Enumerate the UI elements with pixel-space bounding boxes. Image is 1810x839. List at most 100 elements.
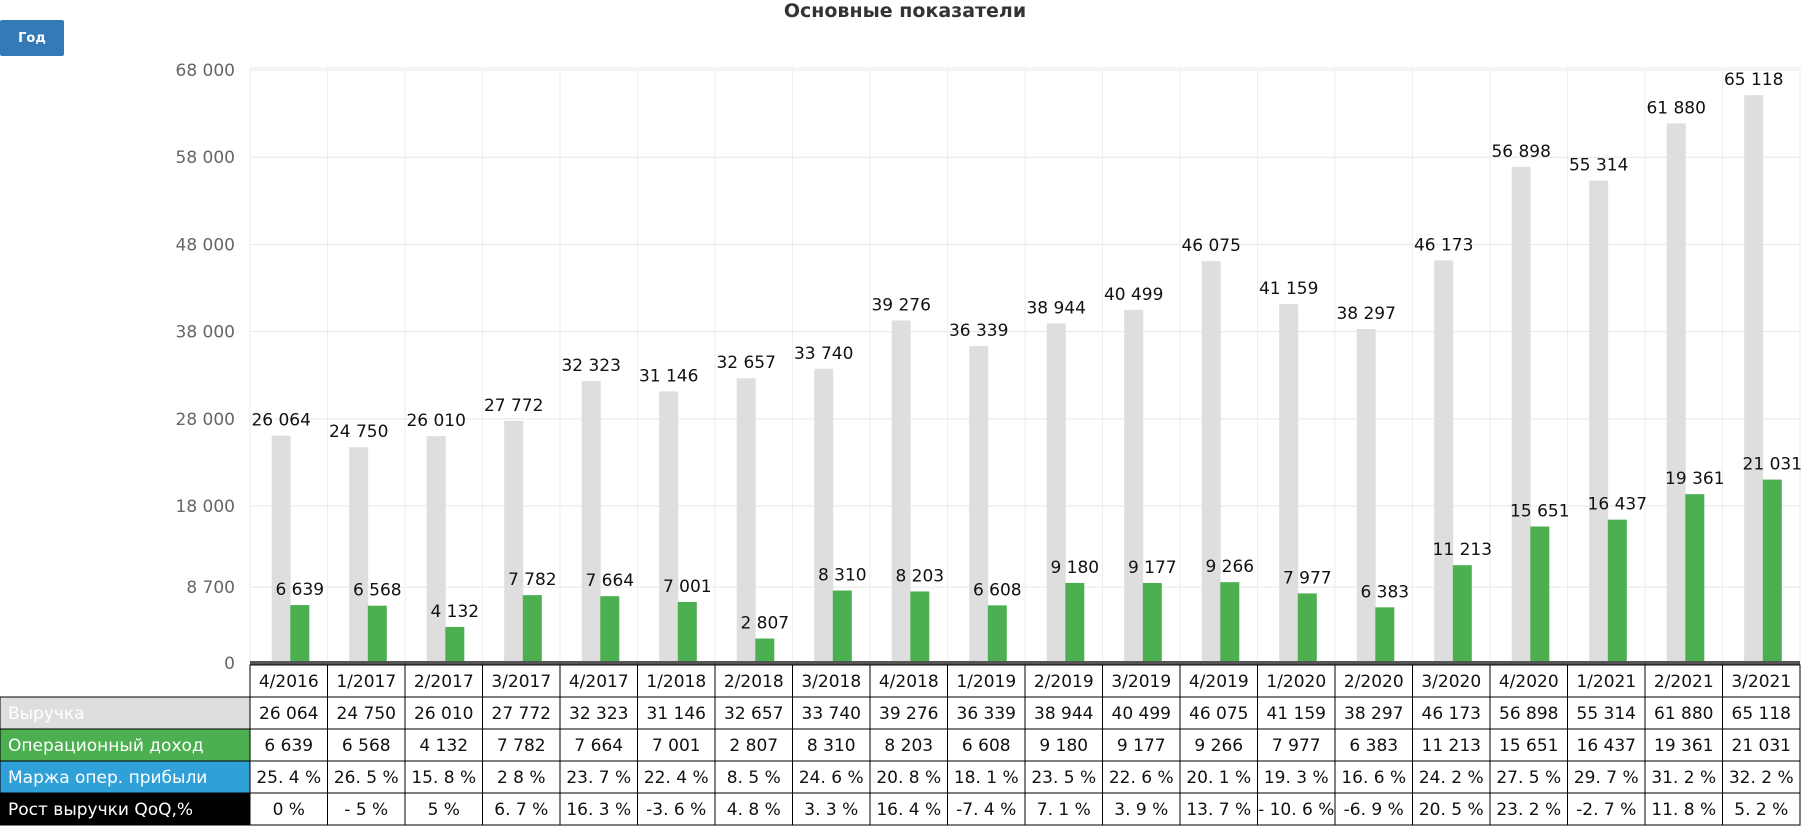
operating-income-bar[interactable] xyxy=(1607,519,1627,663)
operating-income-bar[interactable] xyxy=(755,638,775,663)
table-cell-value: 33 740 xyxy=(802,704,861,724)
operating-income-bar[interactable] xyxy=(367,605,387,663)
operating-income-bar[interactable] xyxy=(1452,565,1472,663)
revenue-bar[interactable] xyxy=(736,378,756,663)
table-cell xyxy=(1024,760,1103,794)
operating-income-bar[interactable] xyxy=(1530,526,1550,663)
revenue-bar[interactable] xyxy=(969,346,989,663)
operating-income-bar[interactable] xyxy=(290,605,310,663)
table-cell-value: 2 8 % xyxy=(497,768,546,788)
revenue-bar[interactable] xyxy=(659,391,679,663)
operating-income-bar-label: 8 310 xyxy=(818,566,867,586)
table-cell-value: 38 297 xyxy=(1344,704,1403,724)
table-cell xyxy=(1567,792,1646,826)
table-cell xyxy=(1179,728,1258,762)
table-cell xyxy=(1567,696,1646,730)
table-cell-value: 46 075 xyxy=(1189,704,1248,724)
category-label: 3/2019 xyxy=(1111,672,1171,692)
operating-income-bar-label: 15 651 xyxy=(1510,502,1569,522)
table-cell-value: 7 782 xyxy=(497,736,546,756)
revenue-bar[interactable] xyxy=(1201,261,1221,663)
table-cell-value: 25. 4 % xyxy=(256,768,321,788)
y-tick-label: 0 xyxy=(224,654,235,674)
table-cell xyxy=(1257,696,1336,730)
table-cell-value: 7. 1 % xyxy=(1037,800,1091,820)
operating-income-bar[interactable] xyxy=(1220,582,1240,663)
category-cell xyxy=(249,664,328,698)
table-cell-value: 6 568 xyxy=(342,736,391,756)
operating-income-bar[interactable] xyxy=(1762,479,1782,663)
operating-income-bar[interactable] xyxy=(677,601,697,663)
category-label: 2/2021 xyxy=(1654,672,1714,692)
operating-income-bar[interactable] xyxy=(832,590,852,663)
table-cell-value: 27. 5 % xyxy=(1496,768,1561,788)
operating-income-bar[interactable] xyxy=(600,596,620,663)
table-cell-value: 2 807 xyxy=(729,736,778,756)
table-cell-value: 29. 7 % xyxy=(1574,768,1639,788)
table-cell-value: 7 664 xyxy=(574,736,623,756)
operating-income-bar-label: 6 608 xyxy=(973,580,1022,600)
table-cell-value: 27 772 xyxy=(492,704,551,724)
table-cell xyxy=(1179,760,1258,794)
category-label: 4/2020 xyxy=(1499,672,1559,692)
revenue-bar-label: 61 880 xyxy=(1646,98,1705,118)
table-cell xyxy=(637,792,716,826)
operating-income-bar-label: 7 664 xyxy=(585,571,634,591)
revenue-bar[interactable] xyxy=(504,420,524,663)
table-cell-value: 39 276 xyxy=(879,704,938,724)
table-cell-value: 32. 2 % xyxy=(1729,768,1794,788)
revenue-bar[interactable] xyxy=(1744,95,1764,663)
category-cell xyxy=(1179,664,1258,698)
operating-income-bar[interactable] xyxy=(1142,582,1162,663)
revenue-bar[interactable] xyxy=(271,435,291,663)
category-label: 2/2018 xyxy=(724,672,784,692)
operating-income-bar[interactable] xyxy=(1297,593,1317,663)
revenue-bar[interactable] xyxy=(1434,260,1454,663)
year-period-button[interactable]: Год xyxy=(0,20,64,56)
operating-income-bar[interactable] xyxy=(445,626,465,663)
revenue-bar[interactable] xyxy=(891,320,911,663)
category-label: 4/2017 xyxy=(569,672,629,692)
table-cell xyxy=(559,696,638,730)
table-cell xyxy=(1567,728,1646,762)
table-cell-value: 4 132 xyxy=(419,736,468,756)
operating-income-bar-label: 6 383 xyxy=(1360,582,1409,602)
revenue-bar[interactable] xyxy=(814,368,834,663)
y-tick-label: 48 000 xyxy=(176,235,235,255)
operating-income-bar[interactable] xyxy=(522,595,542,663)
table-cell-value: 15. 8 % xyxy=(411,768,476,788)
revenue-bar[interactable] xyxy=(581,381,601,663)
revenue-bar[interactable] xyxy=(1589,180,1609,663)
table-cell-value: 18. 1 % xyxy=(954,768,1019,788)
revenue-bar[interactable] xyxy=(1511,166,1531,663)
table-cell-value: 11 213 xyxy=(1422,736,1481,756)
operating-income-bar-label: 2 807 xyxy=(740,614,789,634)
category-cell xyxy=(1567,664,1646,698)
category-cell xyxy=(1412,664,1491,698)
table-cell-value: 15 651 xyxy=(1499,736,1558,756)
operating-income-bar[interactable] xyxy=(1375,607,1395,663)
revenue-bar-label: 38 297 xyxy=(1336,304,1395,324)
revenue-bar-label: 55 314 xyxy=(1569,156,1628,176)
revenue-bar[interactable] xyxy=(1356,329,1376,663)
table-cell-value: 8. 5 % xyxy=(727,768,781,788)
revenue-bar[interactable] xyxy=(349,447,369,663)
revenue-bar[interactable] xyxy=(426,436,446,663)
operating-income-bar[interactable] xyxy=(1685,494,1705,663)
table-cell-value: 6 639 xyxy=(264,736,313,756)
revenue-bar[interactable] xyxy=(1279,304,1299,663)
operating-income-bar-label: 16 437 xyxy=(1588,495,1647,515)
table-cell-value: 23. 5 % xyxy=(1031,768,1096,788)
revenue-bar[interactable] xyxy=(1666,123,1686,664)
operating-income-bar[interactable] xyxy=(987,605,1007,663)
table-cell xyxy=(327,792,406,826)
revenue-bar[interactable] xyxy=(1124,309,1144,663)
operating-income-bar[interactable] xyxy=(1065,582,1085,663)
revenue-bar[interactable] xyxy=(1046,323,1066,663)
revenue-bar-label: 26 010 xyxy=(406,411,465,431)
category-label: 2/2020 xyxy=(1344,672,1404,692)
operating-income-bar[interactable] xyxy=(910,591,930,663)
table-cell xyxy=(792,696,871,730)
table-cell xyxy=(869,728,948,762)
